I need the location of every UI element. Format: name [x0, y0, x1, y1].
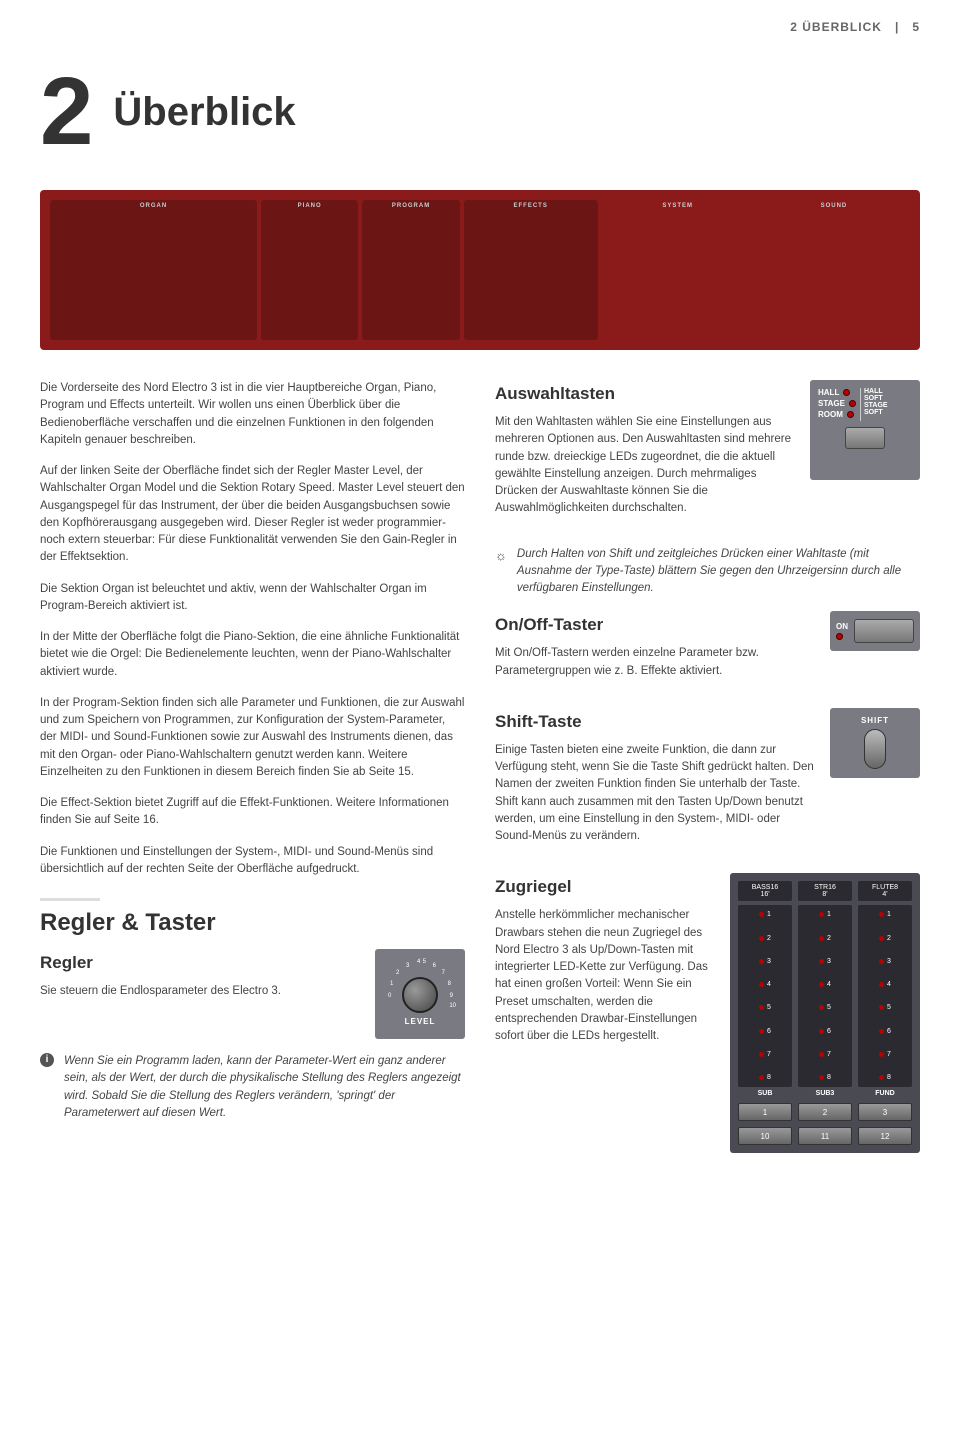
on-button — [854, 619, 914, 643]
intro-p6: Die Effect-Sektion bietet Zugriff auf di… — [40, 795, 465, 830]
led-icon — [759, 1005, 764, 1010]
led-icon — [819, 1052, 824, 1057]
drawbar-column: 12345678 — [858, 905, 912, 1087]
led-icon — [819, 1005, 824, 1010]
drawbar-up-button: 1 — [738, 1103, 792, 1121]
led-icon — [759, 936, 764, 941]
led-icon — [847, 411, 854, 418]
led-icon — [849, 400, 856, 407]
auswahl-tip: ☼ Durch Halten von Shift und zeitgleiche… — [495, 546, 920, 598]
knob-label: LEVEL — [405, 1017, 436, 1026]
drawbar-column: 12345678 — [798, 905, 852, 1087]
chapter-number: 2 — [40, 64, 93, 160]
auswahltasten-desc: Mit den Wahltasten wählen Sie eine Einst… — [495, 414, 796, 518]
section-divider — [40, 898, 100, 901]
panel-system-text: SYSTEM — [602, 200, 754, 340]
led-icon — [843, 389, 850, 396]
drawbar-down-button: 10 — [738, 1127, 792, 1145]
regler-desc: Sie steuern die Endlosparameter des Elec… — [40, 983, 361, 1000]
shift-heading: Shift-Taste — [495, 712, 816, 732]
drawbar-column: 12345678 — [738, 905, 792, 1087]
shift-button-figure: SHIFT — [830, 708, 920, 778]
regler-taster-heading: Regler & Taster — [40, 909, 465, 937]
panel-program: PROGRAM — [362, 200, 459, 340]
led-icon — [819, 912, 824, 917]
panel-effects: EFFECTS — [464, 200, 598, 340]
onoff-desc: Mit On/Off-Tastern werden einzelne Param… — [495, 645, 816, 680]
led-icon — [819, 1075, 824, 1080]
intro-p2: Auf der linken Seite der Oberfläche find… — [40, 463, 465, 567]
led-icon — [819, 1029, 824, 1034]
led-icon — [879, 982, 884, 987]
intro-p1: Die Vorderseite des Nord Electro 3 ist i… — [40, 380, 465, 449]
led-icon — [879, 1029, 884, 1034]
intro-p5: In der Program-Sektion finden sich alle … — [40, 695, 465, 781]
led-icon — [759, 959, 764, 964]
zugriegel-desc: Anstelle herkömmlicher mechanischer Draw… — [495, 907, 716, 1045]
led-icon — [759, 912, 764, 917]
intro-p7: Die Funktionen und Einstellungen der Sys… — [40, 844, 465, 879]
info-icon: i — [40, 1053, 54, 1067]
intro-p3: Die Sektion Organ ist beleuchtet und akt… — [40, 581, 465, 616]
led-icon — [819, 959, 824, 964]
led-icon — [879, 936, 884, 941]
drawbar-down-button: 12 — [858, 1127, 912, 1145]
drawbar-figure: BASS1616' STR168' FLUTE84' 1234567812345… — [730, 873, 920, 1153]
instrument-panel-figure: ORGAN PIANO PROGRAM EFFECTS SYSTEM SOUND — [40, 190, 920, 350]
drawbar-header: BASS1616' — [738, 881, 792, 901]
led-icon — [819, 936, 824, 941]
panel-sound-text: SOUND — [758, 200, 910, 340]
drawbar-up-button: 2 — [798, 1103, 852, 1121]
panel-organ: ORGAN — [50, 200, 257, 340]
led-icon — [879, 1005, 884, 1010]
led-icon — [879, 959, 884, 964]
panel-piano: PIANO — [261, 200, 358, 340]
tip-icon: ☼ — [495, 546, 507, 598]
led-icon — [759, 1029, 764, 1034]
selector-button-figure: HALL STAGE ROOM HALL SOFT STAGE SOFT — [810, 380, 920, 480]
regler-note: i Wenn Sie ein Programm laden, kann der … — [40, 1053, 465, 1122]
shift-button — [864, 729, 886, 769]
led-icon — [836, 633, 843, 640]
page-number: 5 — [912, 20, 920, 34]
drawbar-down-button: 11 — [798, 1127, 852, 1145]
auswahltasten-heading: Auswahltasten — [495, 384, 796, 404]
led-icon — [879, 1075, 884, 1080]
led-icon — [759, 1052, 764, 1057]
led-icon — [879, 1052, 884, 1057]
zugriegel-heading: Zugriegel — [495, 877, 716, 897]
chapter-title: Überblick — [113, 90, 295, 135]
section-label: 2 ÜBERBLICK — [790, 20, 882, 34]
drawbar-up-button: 3 — [858, 1103, 912, 1121]
drawbar-header: STR168' — [798, 881, 852, 901]
knob-icon — [402, 977, 438, 1013]
onoff-button-figure: ON — [830, 611, 920, 651]
led-icon — [759, 1075, 764, 1080]
level-knob-figure: 0 1 2 3 4 5 6 7 8 9 10 LEVEL — [375, 949, 465, 1039]
intro-p4: In der Mitte der Oberfläche folgt die Pi… — [40, 629, 465, 681]
shift-desc: Einige Tasten bieten eine zweite Funktio… — [495, 742, 816, 846]
regler-heading: Regler — [40, 953, 361, 973]
led-icon — [879, 912, 884, 917]
led-icon — [819, 982, 824, 987]
chapter-heading: 2 Überblick — [40, 64, 920, 160]
onoff-heading: On/Off-Taster — [495, 615, 816, 635]
led-icon — [759, 982, 764, 987]
selector-button — [845, 427, 885, 449]
drawbar-header: FLUTE84' — [858, 881, 912, 901]
page-header: 2 ÜBERBLICK | 5 — [40, 20, 920, 34]
